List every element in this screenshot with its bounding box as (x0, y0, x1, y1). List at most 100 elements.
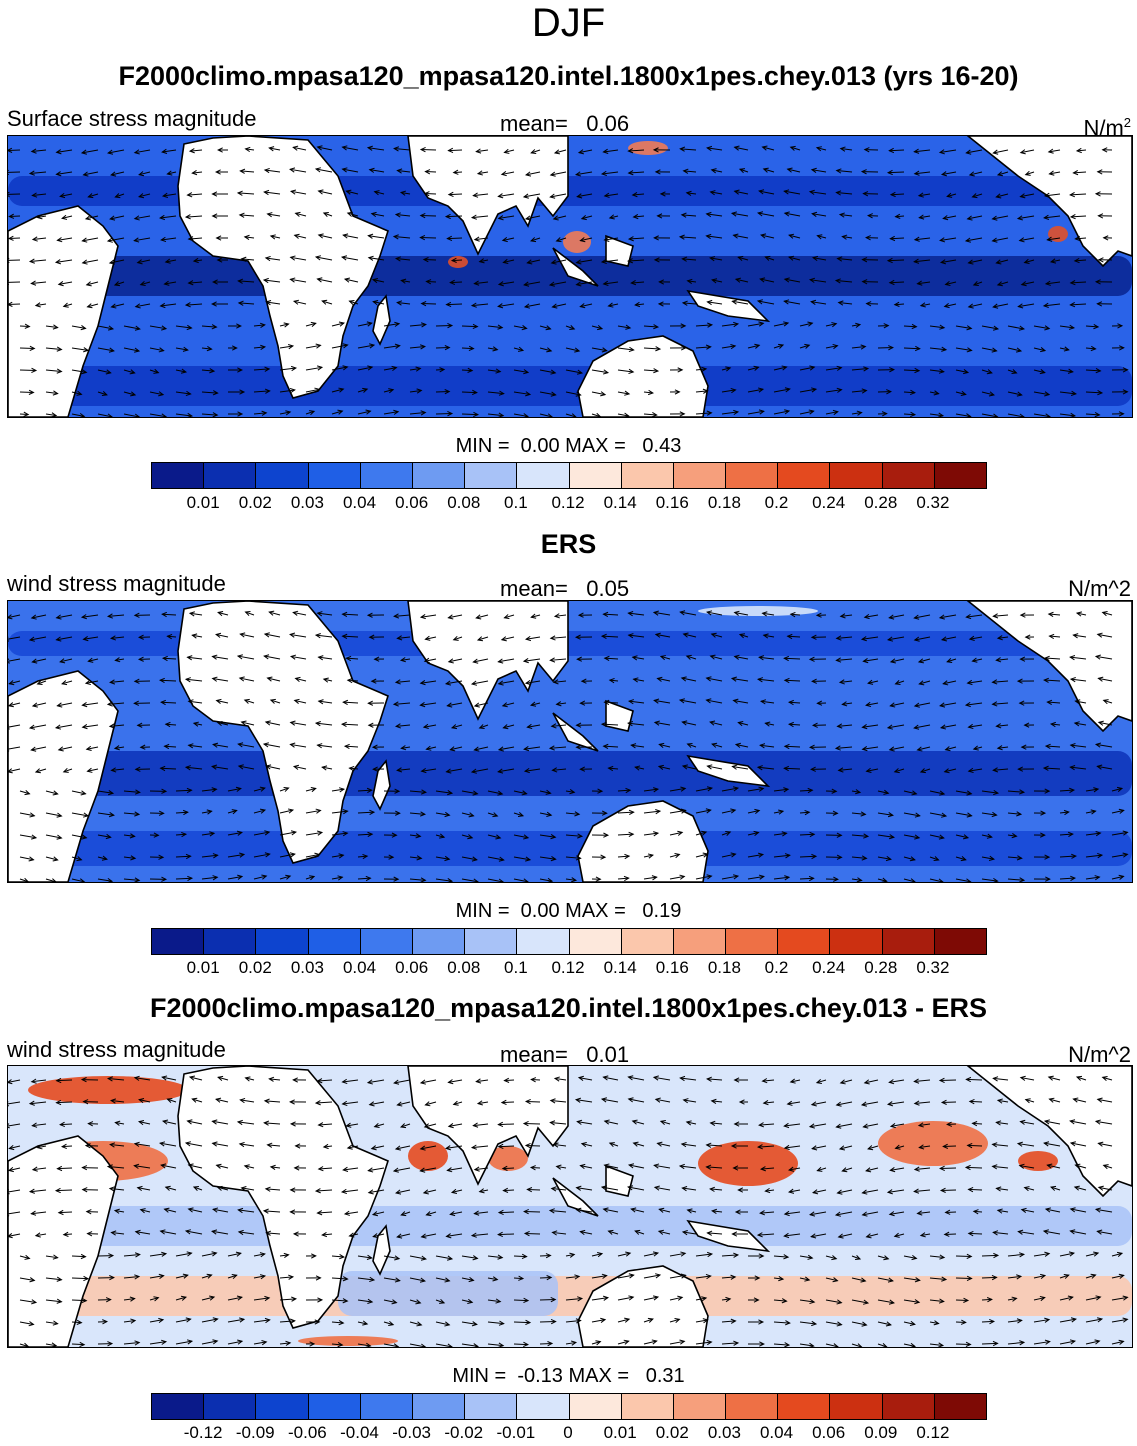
wind-arrow (707, 765, 723, 770)
wind-arrow-head (623, 875, 630, 882)
wind-arrow (550, 1099, 567, 1103)
wind-arrow (357, 855, 368, 858)
colorbar-tick-label: -0.09 (235, 1423, 275, 1442)
wind-arrow-head (211, 324, 218, 330)
wind-arrow (868, 680, 879, 684)
wind-arrow (549, 746, 567, 749)
wind-arrow-head (913, 1166, 920, 1172)
wind-arrow (658, 1230, 671, 1235)
wind-arrow-head (807, 1254, 814, 1260)
wind-arrow-head (1044, 1251, 1051, 1257)
wind-arrow (1059, 369, 1073, 373)
wind-arrow-head (423, 191, 430, 197)
wind-arrow-head (76, 390, 83, 396)
wind-arrow-head (789, 145, 796, 151)
wind-arrow-head (108, 1253, 115, 1259)
wind-arrow (19, 1343, 29, 1347)
wind-arrow-head (231, 809, 238, 815)
wind-arrow (305, 809, 321, 814)
colorbar-swatch (621, 929, 674, 954)
wind-arrow (653, 1076, 671, 1081)
wind-arrow-head (1020, 1207, 1027, 1213)
wind-arrow (140, 1209, 151, 1213)
wind-arrow (241, 1187, 255, 1191)
wind-arrow-head (526, 723, 533, 730)
wind-arrow-head (85, 281, 92, 287)
wind-arrow (554, 1077, 567, 1081)
wind-arrow-head (30, 746, 37, 752)
wind-arrow-head (889, 1167, 896, 1173)
panel-3-mean-value: 0.01 (586, 1042, 630, 1067)
wind-arrow (471, 1233, 489, 1237)
wind-arrow (550, 1121, 567, 1125)
wind-arrow-head (966, 347, 973, 353)
wind-arrow-head (730, 211, 737, 217)
wind-arrow (345, 745, 359, 748)
wind-arrow-head (602, 1075, 609, 1081)
wind-arrow-head (215, 698, 222, 704)
high-stress-region (1018, 1151, 1058, 1171)
wind-arrow-head (497, 1209, 504, 1216)
wind-arrow-head (607, 765, 614, 772)
wind-arrow-head (679, 610, 686, 616)
wind-arrow-head (972, 281, 979, 286)
wind-arrow (997, 1099, 1009, 1103)
wind-arrow-head (80, 614, 87, 620)
wind-arrow (503, 1189, 515, 1192)
wind-arrow-head (369, 1276, 376, 1283)
wind-arrow (110, 1144, 125, 1147)
wind-arrow-head (392, 234, 399, 240)
wind-arrow (30, 724, 47, 729)
wind-arrow (787, 168, 801, 173)
wind-arrow (123, 856, 136, 859)
wind-arrow-head (653, 831, 660, 837)
wind-arrow-head (450, 724, 458, 730)
wind-arrow (474, 281, 489, 285)
wind-arrow-head (289, 1187, 296, 1193)
wind-arrow-head (338, 321, 346, 327)
wind-arrow-head (293, 233, 300, 239)
wind-arrow (920, 1233, 931, 1237)
wind-arrow-head (212, 279, 218, 285)
wind-arrow-head (447, 1123, 454, 1129)
wind-arrow (706, 1166, 723, 1169)
wind-arrow-head (624, 853, 631, 860)
wind-arrow-head (8, 702, 14, 708)
wind-arrow (187, 1120, 203, 1125)
wind-arrow-head (1040, 810, 1047, 816)
wind-arrow (762, 1079, 775, 1082)
wind-arrow (175, 833, 186, 836)
wind-arrow (591, 413, 601, 417)
wind-arrow (1075, 237, 1087, 240)
wind-arrow-head (107, 325, 115, 331)
wind-arrow-head (523, 878, 529, 882)
wind-arrow-head (467, 1298, 474, 1304)
colorbar-tick-label: -0.04 (340, 1423, 379, 1442)
wind-arrow-head (187, 1207, 194, 1213)
wind-arrow (1059, 347, 1069, 351)
wind-arrow (134, 1077, 151, 1081)
wind-arrow (318, 1123, 333, 1126)
wind-arrow (435, 878, 453, 882)
wind-arrow (695, 875, 712, 880)
wind-arrow-head (367, 1167, 374, 1173)
wind-arrow-head (595, 412, 602, 417)
wind-arrow-head (991, 679, 998, 685)
wind-arrow (993, 303, 1009, 308)
wind-arrow (784, 657, 801, 660)
wind-arrow-head (317, 365, 324, 371)
wind-arrow (981, 1276, 997, 1279)
wind-arrow-head (292, 145, 299, 151)
wind-arrow (655, 1098, 671, 1103)
wind-arrow-head (545, 325, 552, 331)
wind-arrow (812, 1145, 827, 1150)
wind-arrow-head (632, 677, 639, 683)
wind-arrow-head (285, 874, 292, 880)
wind-arrow-head (342, 699, 349, 706)
wind-arrow (888, 636, 905, 641)
wind-arrow-head (1096, 1229, 1103, 1235)
wind-arrow (71, 834, 87, 839)
wind-arrow-head (498, 1320, 505, 1326)
wind-arrow-head (31, 1122, 38, 1128)
wind-arrow (981, 1320, 994, 1323)
